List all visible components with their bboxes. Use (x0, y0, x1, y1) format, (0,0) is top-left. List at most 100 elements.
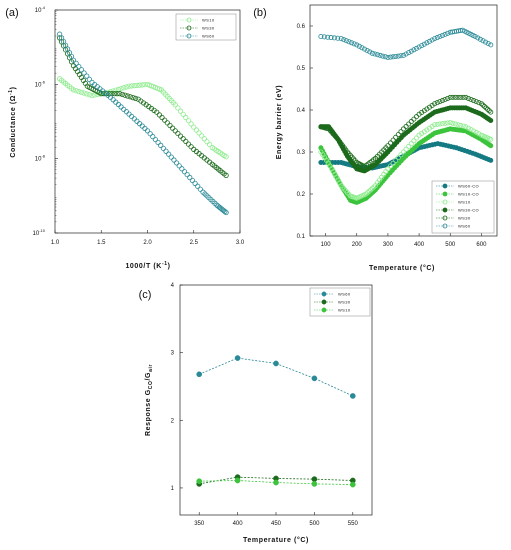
data-point-b (445, 95, 451, 101)
data-point-a (84, 73, 90, 79)
data-point-b (411, 116, 417, 122)
data-point-a (154, 109, 160, 115)
data-point-a (187, 174, 193, 181)
data-point-a (192, 180, 198, 186)
data-point-a (171, 157, 177, 163)
data-point-a (166, 151, 172, 157)
data-point-b (486, 108, 492, 114)
data-point-c (311, 375, 318, 382)
data-point-b (475, 35, 481, 41)
data-point-b (429, 37, 435, 43)
legend-label-b: WS10-CO (458, 192, 479, 197)
x-tick-label-c: 350 (194, 521, 205, 527)
data-point-b (483, 105, 489, 111)
data-point-b (416, 44, 422, 50)
legend-box-b (431, 180, 495, 234)
y-tick-label-b: 0.2 (297, 192, 306, 198)
data-point-b (395, 131, 401, 137)
data-point-b (369, 50, 375, 56)
data-point-b (447, 94, 453, 100)
y-tick-label-c: 1 (171, 486, 175, 492)
data-point-a (86, 92, 92, 98)
data-point-c (311, 476, 318, 482)
data-point-b (426, 38, 432, 44)
data-point-a (131, 116, 137, 122)
data-point-b (388, 54, 394, 60)
data-point-b (413, 114, 419, 120)
y-label-sub2: air (148, 364, 154, 372)
y-tick-base: 10 (33, 231, 40, 237)
data-point-b (439, 32, 445, 38)
data-point-a (89, 92, 95, 99)
data-point-a (134, 82, 140, 88)
data-point-b (390, 160, 396, 166)
data-point-a (81, 90, 87, 96)
data-point-b (367, 49, 373, 55)
x-tick-label-b: 400 (414, 242, 425, 248)
data-point-b (338, 36, 344, 42)
legend-label-b: WS60-CO (458, 184, 479, 189)
data-point-b (368, 187, 374, 193)
data-point-a (142, 125, 148, 132)
data-point-b (478, 101, 484, 107)
data-point-b (445, 120, 451, 126)
data-point-b (477, 36, 483, 42)
x-tick-label-a: 3.0 (236, 240, 245, 246)
data-point-b (480, 38, 486, 44)
data-point-a (191, 124, 197, 130)
data-point-a (129, 113, 135, 120)
panel-a: (a)1.0 1.5 2.0 2.5 3.010-410-610-810-101000/… (5, 5, 245, 270)
data-point-a (121, 106, 127, 112)
y-tick-exp: -10 (39, 228, 46, 233)
x-tick-label-c: 550 (348, 521, 359, 527)
y-tick-label-a: 10-10 (33, 228, 46, 237)
data-point-a (172, 128, 178, 134)
plot-frame-b (309, 4, 498, 237)
data-point-b (335, 35, 341, 41)
data-point-a (180, 111, 186, 117)
data-point-b (362, 46, 368, 52)
data-point-b (329, 166, 335, 172)
data-point-b (328, 35, 334, 41)
data-point-a (86, 76, 92, 82)
data-point-a (177, 108, 184, 114)
legend-label-b: WS60 (458, 224, 471, 229)
data-point-a (125, 93, 131, 99)
data-point-a (197, 186, 203, 192)
data-point-a (184, 171, 190, 178)
data-point-a (185, 118, 192, 124)
series-a-ws30 (57, 35, 229, 178)
data-point-b (318, 34, 324, 40)
data-point-b (485, 106, 491, 112)
x-axis-label-c: Temperature (°C) (243, 536, 309, 544)
y-tick-label-a: 10-8 (35, 154, 46, 163)
data-point-b (419, 43, 425, 49)
data-point-b (411, 138, 417, 144)
data-point-a (185, 141, 192, 147)
y-tick-label-b: 0.1 (297, 234, 306, 240)
x-label-sup: -1 (162, 261, 168, 267)
data-point-b (463, 124, 469, 130)
data-point-a (156, 112, 162, 118)
data-point-a (123, 84, 129, 90)
y-tick-label-b: 0.6 (297, 24, 306, 30)
data-point-b (406, 143, 412, 149)
legend-marker-c (321, 291, 327, 297)
data-point-a (76, 63, 82, 70)
data-point-a (164, 120, 170, 126)
y-axis-label-a: Conductance (Ω-1) (8, 86, 17, 157)
data-point-b (473, 99, 479, 105)
data-point-b (480, 102, 486, 108)
data-point-a (168, 154, 174, 160)
legend-label-c: WS10 (338, 308, 351, 313)
data-point-b (468, 97, 474, 103)
data-point-a (223, 172, 229, 178)
data-point-b (455, 122, 461, 128)
data-point-b (406, 121, 412, 127)
data-point-a (207, 141, 213, 148)
data-point-a (78, 89, 85, 95)
data-point-a (196, 130, 202, 136)
data-point-b (331, 35, 337, 41)
y-tick-label-b: 0.5 (297, 66, 306, 72)
data-point-b (403, 51, 409, 57)
